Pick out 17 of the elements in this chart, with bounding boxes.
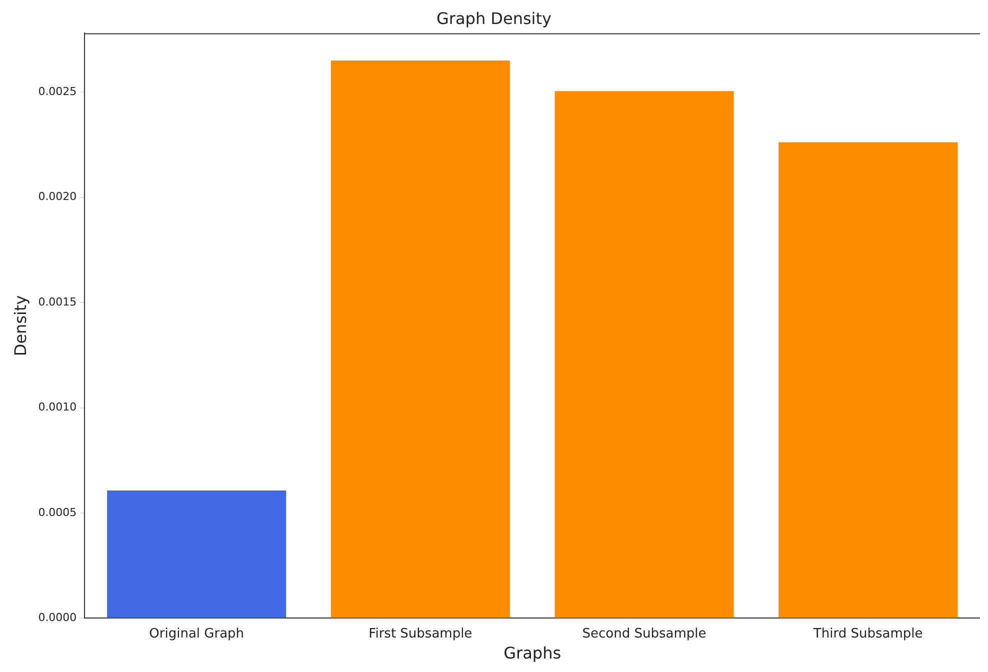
y-tick-label: 0.0005 [38,506,77,519]
chart-title: Graph Density [436,8,552,28]
x-axis-title: Graphs [504,644,562,663]
y-tick-label: 0.0020 [38,190,77,204]
bar [107,490,286,618]
y-tick-label: 0.0015 [38,295,77,308]
x-tick-label: Second Subsample [582,626,706,642]
x-tick-label: Original Graph [149,626,244,642]
bar [330,60,510,618]
x-tick-label: First Subsample [368,626,472,642]
bar [554,91,734,618]
y-tick-label: 0.0010 [38,400,77,414]
y-axis-title: Density [10,295,30,356]
x-tick-label: Third Subsample [812,626,923,642]
bar [778,142,958,618]
y-tick-label: 0.0025 [38,84,77,98]
y-tick-label: 0.0000 [38,611,77,624]
